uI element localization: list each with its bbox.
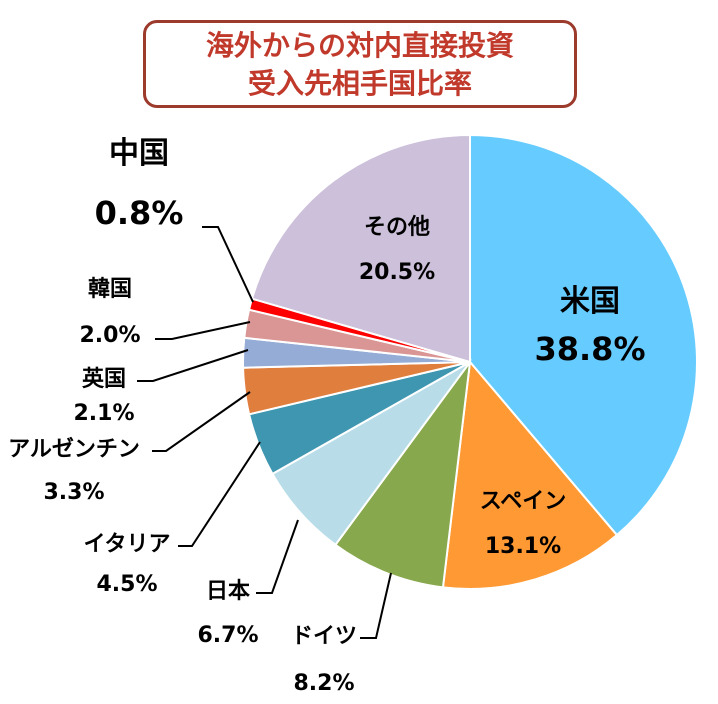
label-spain-value: 13.1%	[485, 534, 561, 559]
label-us-value: 38.8%	[534, 330, 645, 368]
chart-title: 海外からの対内直接投資 受入先相手国比率	[143, 20, 577, 108]
leader-line-japan	[256, 519, 299, 594]
label-uk-name: 英国	[82, 367, 126, 392]
leader-lines	[137, 226, 392, 639]
label-other-name: その他	[364, 215, 430, 240]
label-japan-value: 6.7%	[197, 623, 258, 648]
pie-slice-9	[250, 133, 471, 364]
pie-slice-0	[469, 133, 698, 537]
label-korea-value: 2.0%	[79, 323, 140, 348]
label-germany-name: ドイツ	[291, 624, 357, 649]
label-china-value: 0.8%	[95, 194, 184, 232]
leader-line-china	[202, 226, 254, 303]
label-korea-name: 韓国	[88, 276, 132, 302]
label-us-name: 米国	[560, 284, 620, 319]
label-china-name: 中国	[109, 136, 169, 171]
leader-line-uk	[137, 349, 249, 382]
label-germany-value: 8.2%	[293, 671, 354, 696]
chart-title-line-2: 受入先相手国比率	[247, 67, 472, 100]
pie-slices	[242, 133, 698, 590]
label-uk-value: 2.1%	[73, 401, 134, 426]
pie-slice-2	[334, 358, 472, 589]
pie-slice-1	[441, 359, 619, 590]
label-spain-name: スペイン	[480, 489, 566, 514]
label-italy-name: イタリア	[83, 532, 170, 557]
label-japan-name: 日本	[206, 579, 250, 604]
leader-line-korea	[155, 321, 251, 340]
chart-title-line-1: 海外からの対内直接投資	[205, 29, 514, 62]
leader-line-germany	[360, 572, 392, 639]
label-argentina-value: 3.3%	[43, 480, 104, 505]
label-other-value: 20.5%	[359, 260, 435, 285]
leader-line-italy	[178, 441, 261, 547]
leader-line-argentina	[152, 391, 251, 452]
label-argentina-name: アルゼンチン	[8, 437, 140, 462]
label-italy-value: 4.5%	[96, 572, 157, 597]
